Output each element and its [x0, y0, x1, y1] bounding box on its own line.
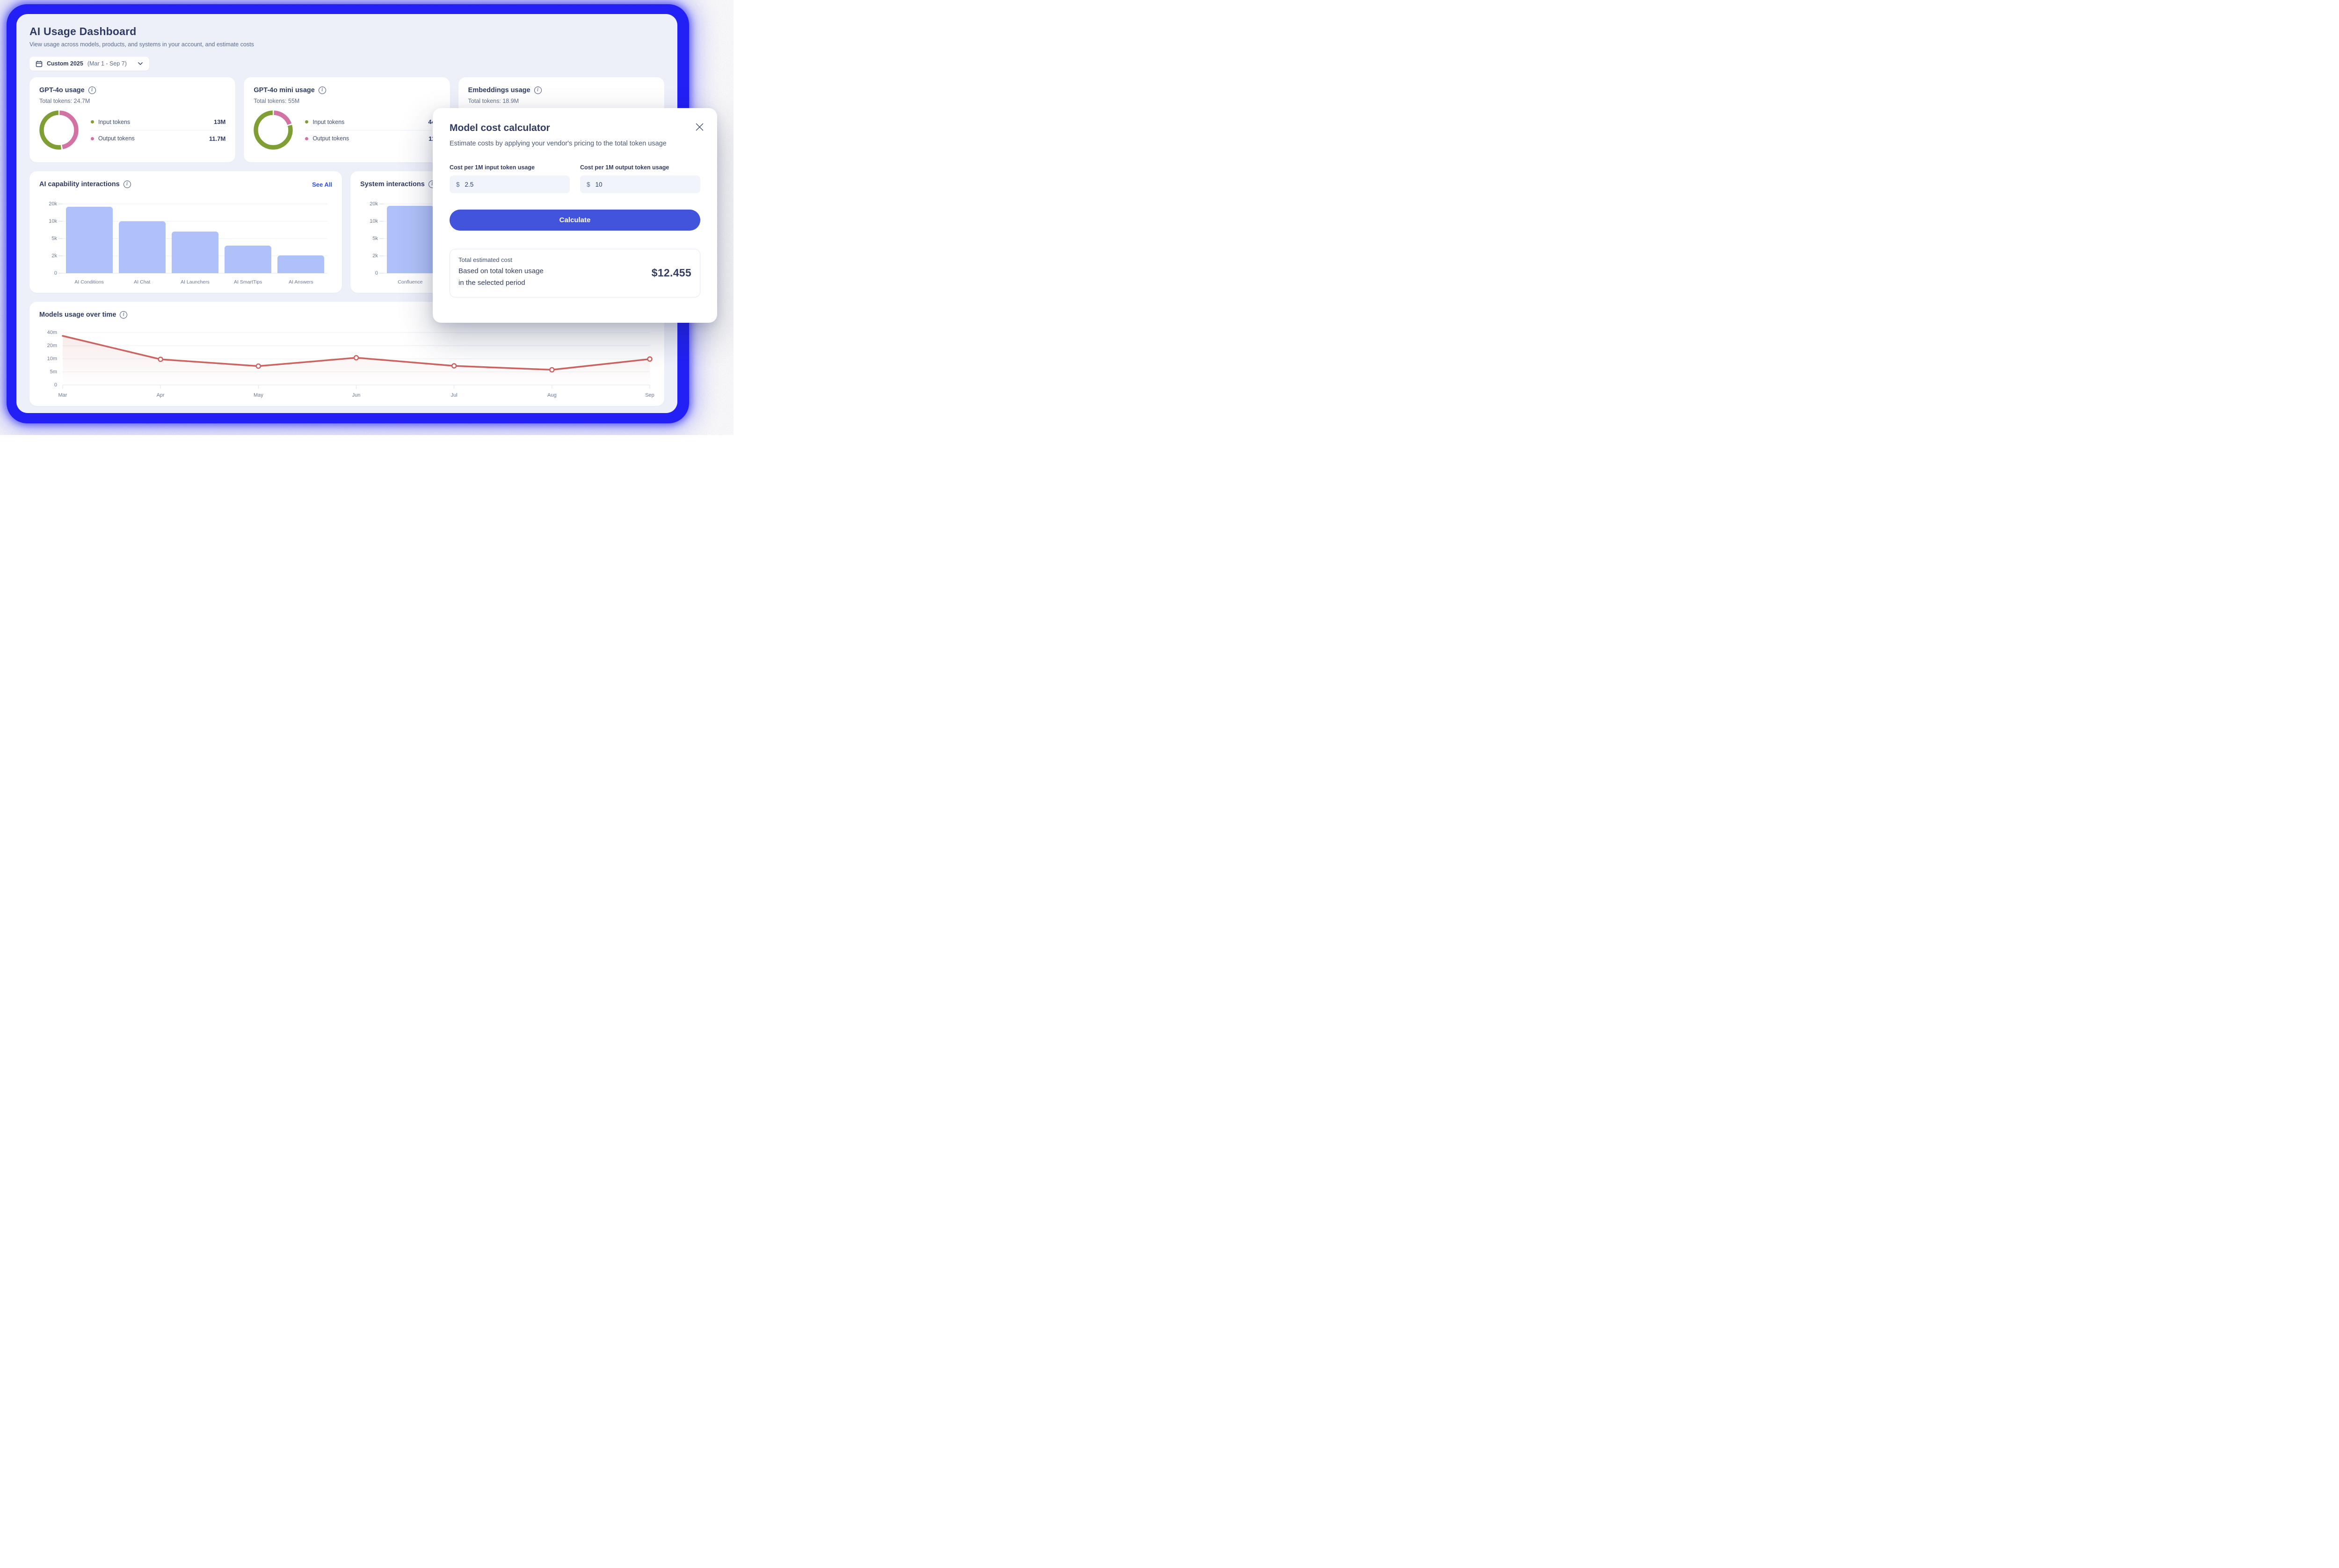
x-axis-month-label: Apr: [156, 392, 165, 398]
legend-dot-input: [305, 120, 309, 123]
card-title: GPT-4o usage: [39, 87, 85, 94]
close-icon: [696, 123, 703, 131]
info-icon[interactable]: i: [534, 87, 542, 94]
y-axis-tick-label: 0: [375, 270, 378, 276]
x-axis-month-label: Mar: [58, 392, 67, 398]
card-gpt4o-usage: GPT-4o usage i Total tokens: 24.7M Input…: [29, 77, 236, 162]
total-tokens: Total tokens: 24.7M: [39, 98, 90, 104]
y-axis-tick-label: 5m: [50, 369, 57, 375]
info-icon[interactable]: i: [318, 87, 326, 94]
y-axis-tick-label: 20k: [370, 201, 378, 207]
x-axis-month-label: Jun: [352, 392, 361, 398]
legend-dot-input: [91, 120, 94, 123]
bar-AI Launchers: [172, 232, 218, 273]
page-subtitle: View usage across models, products, and …: [29, 41, 254, 48]
capability-bar-chart: 0 2k 5k 10k 20k AI Conditions AI Chat AI Launch…: [49, 201, 327, 285]
y-axis-tick-label: 5k: [51, 236, 57, 241]
card-title: System interactions: [360, 181, 425, 188]
output-cost-field-group: Cost per 1M output token usage $: [580, 164, 700, 194]
screenshot-stage: AI Usage Dashboard View usage across mod…: [0, 0, 734, 435]
y-axis-tick-label: 2k: [372, 253, 378, 259]
result-text: Total estimated cost Based on total toke…: [458, 256, 544, 289]
card-title: Models usage over time: [39, 311, 116, 319]
y-axis-tick-label: 5k: [372, 236, 378, 241]
legend: Input tokens 44M Output tokens 11M: [305, 114, 440, 146]
bar-Confluence: [386, 205, 434, 273]
model-cost-calculator-modal: Model cost calculator Estimate costs by …: [433, 108, 717, 323]
bar-AI Conditions: [65, 206, 113, 273]
y-axis-tick-label: 10k: [49, 218, 57, 224]
input-cost-box: $: [450, 175, 570, 194]
y-axis-tick-label: 40m: [47, 330, 57, 335]
calculate-button[interactable]: Calculate: [450, 210, 700, 231]
result-line-2: in the selected period: [458, 279, 525, 287]
y-axis-tick-label: 0: [54, 270, 57, 276]
close-button[interactable]: [695, 122, 704, 131]
currency-symbol: $: [456, 181, 460, 188]
output-cost-field[interactable]: [595, 181, 694, 188]
info-icon[interactable]: i: [88, 87, 96, 94]
y-axis-tick-label: 10k: [370, 218, 378, 224]
legend-dot-output: [91, 137, 94, 140]
output-cost-box: $: [580, 175, 700, 194]
input-cost-field-group: Cost per 1M input token usage $: [450, 164, 570, 194]
gpt4o-donut-chart: [39, 110, 79, 150]
y-axis-tick-label: 20m: [47, 343, 57, 348]
card-ai-capability-interactions: AI capability interactions i See All 0 2k…: [29, 171, 342, 293]
x-axis-category-label: AI Answers: [289, 279, 313, 285]
output-cost-label: Cost per 1M output token usage: [580, 164, 669, 171]
bar-AI Chat: [118, 221, 166, 273]
chevron-down-icon: [138, 62, 143, 65]
see-all-link[interactable]: See All: [312, 181, 332, 188]
bar-AI Answers: [277, 255, 325, 273]
bar-AI SmartTips: [225, 245, 272, 273]
legend: Input tokens 13M Output tokens 11.7M: [91, 114, 226, 146]
calendar-icon: [36, 60, 43, 67]
legend-item-output: Output tokens 11.7M: [91, 130, 226, 146]
currency-symbol: $: [587, 181, 590, 188]
input-cost-label: Cost per 1M input token usage: [450, 164, 535, 171]
total-tokens: Total tokens: 18.9M: [468, 98, 519, 104]
date-range-picker[interactable]: Custom 2025 (Mar 1 - Sep 7): [29, 57, 149, 71]
date-range-detail: (Mar 1 - Sep 7): [87, 60, 127, 67]
card-title: AI capability interactions: [39, 181, 120, 188]
legend-dot-output: [305, 137, 309, 140]
x-axis-month-label: Jul: [450, 392, 458, 398]
y-axis-tick-label: 2k: [51, 253, 57, 259]
info-icon[interactable]: i: [120, 311, 128, 319]
card-gpt4o-mini-usage: GPT-4o mini usage i Total tokens: 55M In…: [244, 77, 450, 162]
result-line-1: Based on total token usage: [458, 267, 544, 276]
legend-item-input: Input tokens 13M: [91, 114, 225, 130]
total-estimated-cost-box: Total estimated cost Based on total toke…: [450, 249, 700, 298]
modal-subtitle: Estimate costs by applying your vendor's…: [450, 140, 667, 147]
x-axis-category-label: AI Chat: [134, 279, 151, 285]
total-tokens: Total tokens: 55M: [254, 98, 300, 104]
y-axis-tick-label: 10m: [47, 356, 57, 362]
card-title: GPT-4o mini usage: [254, 87, 315, 94]
x-axis-category-label: AI SmartTips: [234, 279, 262, 285]
info-icon[interactable]: i: [123, 181, 131, 188]
x-axis-category-label: Confluence: [398, 279, 423, 285]
models-line-chart: 0 5m 10m 20m 40m Mar Apr May Jun Jul Aug Sep: [47, 330, 654, 398]
input-cost-field[interactable]: [465, 181, 563, 188]
gpt4o-mini-donut-chart: [254, 110, 293, 150]
page-title: AI Usage Dashboard: [29, 25, 137, 37]
card-title: Embeddings usage: [468, 87, 530, 94]
x-axis-month-label: May: [253, 392, 263, 398]
date-range-label: Custom 2025: [47, 60, 83, 67]
legend-item-input: Input tokens 44M: [305, 114, 440, 130]
x-axis-category-label: AI Conditions: [74, 279, 104, 285]
modal-title: Model cost calculator: [450, 123, 550, 133]
result-heading: Total estimated cost: [458, 256, 512, 264]
legend-item-output: Output tokens 11M: [305, 130, 440, 146]
y-axis-tick-label: 20k: [49, 201, 57, 207]
x-axis-category-label: AI Launchers: [181, 279, 210, 285]
x-axis-month-label: Aug: [547, 392, 557, 398]
x-axis-month-label: Sep: [645, 392, 654, 398]
y-axis-tick-label: 0: [54, 382, 57, 388]
result-value: $12.455: [651, 266, 691, 279]
